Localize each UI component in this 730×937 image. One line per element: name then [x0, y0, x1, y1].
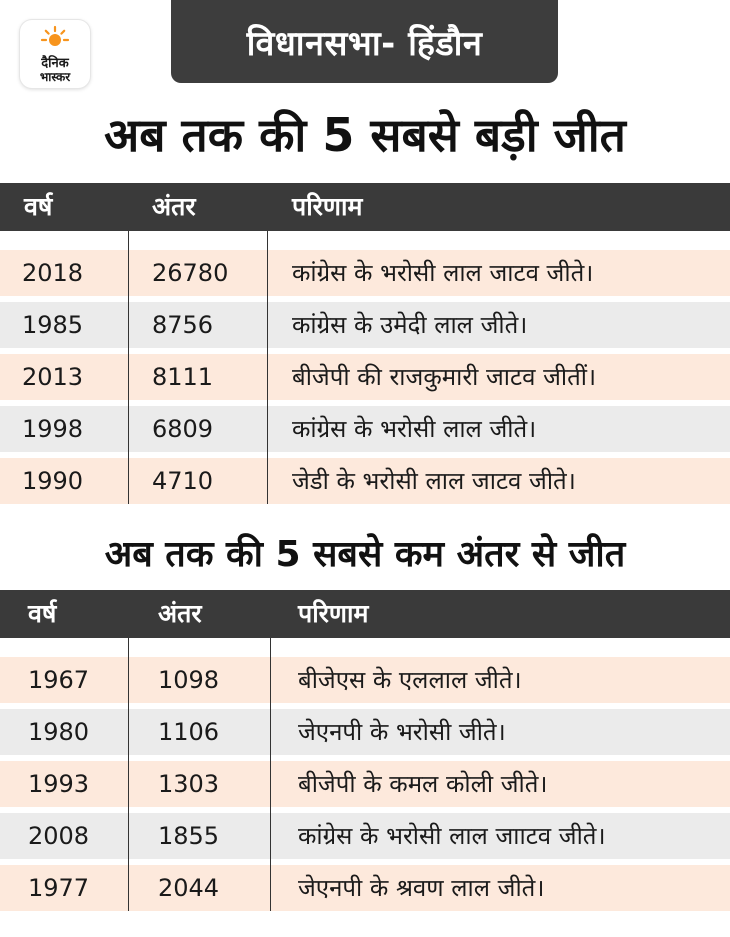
row-year: 1977 — [28, 874, 90, 902]
sun-icon: दैनिक भास्कर — [40, 25, 71, 84]
row-margin: 26780 — [152, 259, 229, 287]
row-margin: 8111 — [152, 363, 214, 391]
row-year: 1980 — [28, 718, 90, 746]
table-row: 1977 2044 जेएनपी के श्रवण लाल जीते। — [0, 865, 730, 911]
row-year: 2008 — [28, 822, 90, 850]
column-divider — [267, 231, 268, 504]
row-result: बीजेएस के एललाल जीते। — [298, 666, 522, 694]
row-year: 2018 — [22, 259, 84, 287]
table-row: 2018 26780 कांग्रेस के भरोसी लाल जाटव जी… — [0, 250, 730, 296]
table-header: वर्ष अंतर परिणाम — [0, 590, 730, 638]
row-result: कांग्रेस के उमेदी लाल जीते। — [292, 311, 528, 339]
svg-text:भास्कर: भास्कर — [40, 70, 71, 84]
column-divider — [270, 638, 271, 911]
column-divider — [128, 638, 129, 911]
largest-wins-table: वर्ष अंतर परिणाम 2018 26780 कांग्रेस के … — [0, 183, 730, 504]
col-year-header: वर्ष — [24, 192, 53, 221]
col-year-header: वर्ष — [28, 599, 57, 628]
row-result: बीजेपी के कमल कोली जीते। — [298, 770, 548, 798]
table-row: 1967 1098 बीजेएस के एललाल जीते। — [0, 657, 730, 703]
row-result: जेएनपी के श्रवण लाल जीते। — [298, 874, 545, 902]
table-row: 2013 8111 बीजेपी की राजकुमारी जाटव जीतीं… — [0, 354, 730, 400]
row-result: कांग्रेस के भरोसी लाल जीते। — [292, 415, 537, 443]
col-margin-header: अंतर — [152, 192, 196, 221]
row-result: जेएनपी के भरोसी जीते। — [298, 718, 506, 746]
row-margin: 2044 — [158, 874, 220, 902]
row-result: कांग्रेस के भरोसी लाल जाटव जीते। — [292, 259, 594, 287]
col-margin-header: अंतर — [158, 599, 202, 628]
row-margin: 1098 — [158, 666, 220, 694]
col-result-header: परिणाम — [292, 192, 363, 221]
row-result: जेडी के भरोसी लाल जाटव जीते। — [292, 467, 576, 495]
table-row: 1980 1106 जेएनपी के भरोसी जीते। — [0, 709, 730, 755]
smallest-margin-table: वर्ष अंतर परिणाम 1967 1098 बीजेएस के एलल… — [0, 590, 730, 911]
row-result: कांग्रेस के भरोसी लाल जााटव जीते। — [298, 822, 606, 850]
smallest-margin-title: अब तक की 5 सबसे कम अंतर से जीत — [104, 534, 626, 575]
table-row: 1998 6809 कांग्रेस के भरोसी लाल जीते। — [0, 406, 730, 452]
row-margin: 1303 — [158, 770, 220, 798]
row-year: 2013 — [22, 363, 84, 391]
table-row: 1985 8756 कांग्रेस के उमेदी लाल जीते। — [0, 302, 730, 348]
row-margin: 6809 — [152, 415, 214, 443]
row-margin: 1106 — [158, 718, 220, 746]
constituency-banner: विधानसभा- हिंडौन — [171, 0, 558, 83]
row-margin: 8756 — [152, 311, 214, 339]
row-year: 1990 — [22, 467, 84, 495]
row-year: 1967 — [28, 666, 90, 694]
dainik-bhaskar-logo: दैनिक भास्कर — [20, 20, 90, 88]
row-result: बीजेपी की राजकुमारी जाटव जीतीं। — [292, 363, 597, 391]
column-divider — [128, 231, 129, 504]
row-margin: 4710 — [152, 467, 214, 495]
row-year: 1993 — [28, 770, 90, 798]
table-row: 2008 1855 कांग्रेस के भरोसी लाल जााटव जी… — [0, 813, 730, 859]
table-row: 1990 4710 जेडी के भरोसी लाल जाटव जीते। — [0, 458, 730, 504]
table-row: 1993 1303 बीजेपी के कमल कोली जीते। — [0, 761, 730, 807]
constituency-title: विधानसभा- हिंडौन — [246, 23, 483, 64]
table-header: वर्ष अंतर परिणाम — [0, 183, 730, 231]
largest-wins-title: अब तक की 5 सबसे बड़ी जीत — [104, 108, 626, 162]
col-result-header: परिणाम — [298, 599, 369, 628]
row-year: 1985 — [22, 311, 84, 339]
row-margin: 1855 — [158, 822, 220, 850]
svg-text:दैनिक: दैनिक — [40, 55, 69, 71]
row-year: 1998 — [22, 415, 84, 443]
